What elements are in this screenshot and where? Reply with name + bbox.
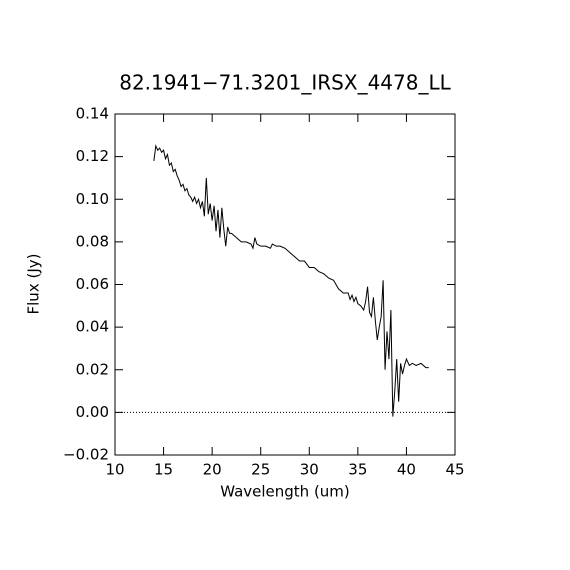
x-tick-label: 20 bbox=[203, 461, 222, 479]
plot-frame bbox=[114, 113, 456, 456]
y-tick-label: −0.02 bbox=[63, 446, 109, 464]
spectrum-line bbox=[153, 144, 429, 417]
y-tick-label: 0.00 bbox=[76, 403, 109, 421]
y-tick-label: 0.06 bbox=[76, 275, 109, 293]
x-tick-label: 45 bbox=[445, 461, 464, 479]
y-tick-label: 0.14 bbox=[76, 105, 109, 123]
y-tick-label: 0.04 bbox=[76, 318, 109, 336]
x-axis-label: Wavelength (um) bbox=[220, 483, 350, 501]
y-tick-label: 0.12 bbox=[76, 147, 109, 165]
y-tick-label: 0.02 bbox=[76, 360, 109, 378]
x-tick-label: 10 bbox=[105, 461, 124, 479]
x-tick-label: 35 bbox=[348, 461, 367, 479]
y-axis-label: Flux (Jy) bbox=[25, 254, 43, 315]
x-tick-label: 25 bbox=[251, 461, 270, 479]
y-tick-label: 0.10 bbox=[76, 190, 109, 208]
x-tick-label: 40 bbox=[397, 461, 416, 479]
y-tick-label: 0.08 bbox=[76, 232, 109, 250]
x-tick-label: 15 bbox=[154, 461, 173, 479]
x-tick-label: 30 bbox=[300, 461, 319, 479]
chart-title: 82.1941−71.3201_IRSX_4478_LL bbox=[119, 71, 451, 95]
